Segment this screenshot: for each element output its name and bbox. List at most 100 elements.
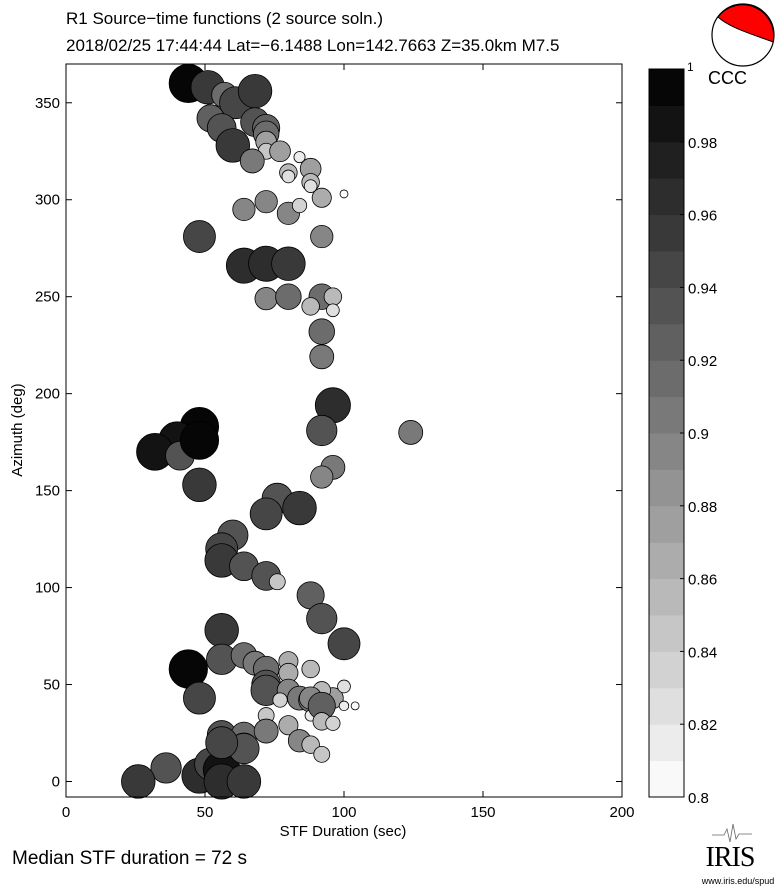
colorbar-tick-label: 0.92	[688, 353, 717, 370]
data-point	[308, 318, 335, 345]
colorbar-band	[649, 724, 684, 762]
data-point	[253, 718, 279, 744]
colorbar-band	[649, 433, 684, 470]
data-point	[327, 627, 361, 661]
data-point	[179, 420, 220, 460]
chart-subtitle: 2018/02/25 17:44:44 Lat=−6.1488 Lon=142.…	[66, 36, 559, 55]
data-point	[232, 197, 256, 222]
data-point	[350, 701, 360, 711]
data-point	[310, 224, 334, 249]
x-tick-label: 50	[197, 804, 214, 821]
colorbar-band	[649, 251, 684, 288]
data-point	[226, 764, 262, 799]
data-point	[306, 602, 338, 635]
data-point	[254, 190, 278, 214]
iris-logo: IRIS www.iris.edu/spud	[701, 823, 775, 886]
data-point	[338, 700, 350, 712]
colorbar-band	[649, 141, 684, 179]
colorbar-band	[649, 105, 684, 143]
data-point	[303, 179, 318, 193]
y-tick-label: 300	[35, 192, 60, 209]
data-point	[281, 169, 296, 184]
colorbar-band	[649, 214, 684, 252]
colorbar-band	[649, 687, 684, 725]
x-axis-label: STF Duration (sec)	[280, 823, 407, 840]
data-point	[293, 151, 306, 164]
iris-logo-url: www.iris.edu/spud	[701, 876, 775, 886]
colorbar-band	[649, 542, 684, 580]
colorbar-tick-label: 0.86	[688, 572, 717, 589]
colorbar-tick-label: 1	[687, 60, 694, 74]
x-tick-label: 100	[331, 804, 356, 821]
data-point	[313, 745, 331, 763]
y-tick-label: 250	[35, 289, 60, 306]
data-point	[326, 303, 340, 318]
median-annotation: Median STF duration = 72 s	[12, 848, 247, 869]
y-tick-label: 350	[35, 95, 60, 112]
data-point	[275, 283, 302, 310]
data-point	[309, 344, 335, 370]
data-point	[183, 220, 216, 253]
data-point	[310, 465, 334, 489]
data-point	[183, 681, 216, 715]
seismogram-icon	[712, 823, 752, 843]
data-point	[268, 573, 286, 591]
data-point	[278, 715, 299, 736]
x-tick-label: 200	[609, 804, 634, 821]
y-axis-label: Azimuth (deg)	[9, 383, 26, 476]
data-point	[339, 189, 349, 199]
data-point	[269, 140, 291, 163]
data-point	[301, 297, 320, 316]
data-point	[239, 148, 265, 174]
scatter-points	[121, 63, 424, 800]
data-point	[271, 246, 306, 281]
data-point	[182, 467, 217, 502]
y-tick-label: 50	[43, 677, 60, 694]
colorbar-tick-label: 0.84	[688, 644, 717, 661]
y-tick-label: 150	[35, 483, 60, 500]
y-tick-label: 0	[52, 773, 60, 790]
colorbar-tick-label: 0.98	[688, 135, 717, 152]
beachball-icon	[711, 3, 775, 67]
colorbar-band	[649, 505, 684, 543]
colorbar-tick-label: 0.82	[688, 717, 717, 734]
data-point	[311, 187, 332, 208]
data-point	[249, 497, 283, 531]
colorbar-band	[649, 287, 684, 325]
colorbar-band	[649, 760, 684, 798]
colorbar-tick-label: 0.96	[688, 208, 717, 225]
data-point	[254, 287, 278, 311]
x-tick-label: 0	[62, 804, 70, 821]
data-point	[323, 287, 343, 306]
data-point	[398, 420, 424, 445]
colorbar-band	[649, 469, 684, 507]
data-point	[272, 692, 288, 708]
data-point	[150, 752, 182, 784]
data-point	[282, 490, 317, 526]
colorbar-label: CCC	[708, 68, 747, 88]
colorbar-band	[649, 323, 684, 361]
colorbar-band	[649, 651, 684, 689]
colorbar-band	[649, 178, 684, 216]
data-point	[301, 659, 320, 679]
colorbar-band	[649, 396, 684, 434]
colorbar-band	[649, 69, 684, 106]
colorbar-tick-label: 0.8	[688, 790, 709, 807]
iris-logo-text: IRIS	[706, 842, 755, 873]
data-point	[204, 613, 239, 648]
colorbar-band	[649, 615, 684, 652]
colorbar-band	[649, 360, 684, 398]
colorbar-tick-label: 0.88	[688, 499, 717, 516]
axes: 0 50 100 150 200 0 50 100 150 200 250 300 350	[35, 64, 635, 821]
chart-title: R1 Source−time functions (2 source soln.…	[66, 9, 383, 28]
colorbar: 1 0.98 0.96 0.94 0.92 0.9 0.88 0.86 0.84 0.82 0.8	[648, 60, 717, 807]
colorbar-tick-label: 0.94	[688, 280, 717, 297]
colorbar-tick-label: 0.9	[688, 426, 709, 443]
data-point	[291, 197, 308, 214]
colorbar-band	[649, 578, 684, 616]
x-tick-label: 150	[470, 804, 495, 821]
data-point	[325, 715, 341, 731]
data-point	[215, 128, 250, 163]
data-point	[237, 73, 273, 109]
